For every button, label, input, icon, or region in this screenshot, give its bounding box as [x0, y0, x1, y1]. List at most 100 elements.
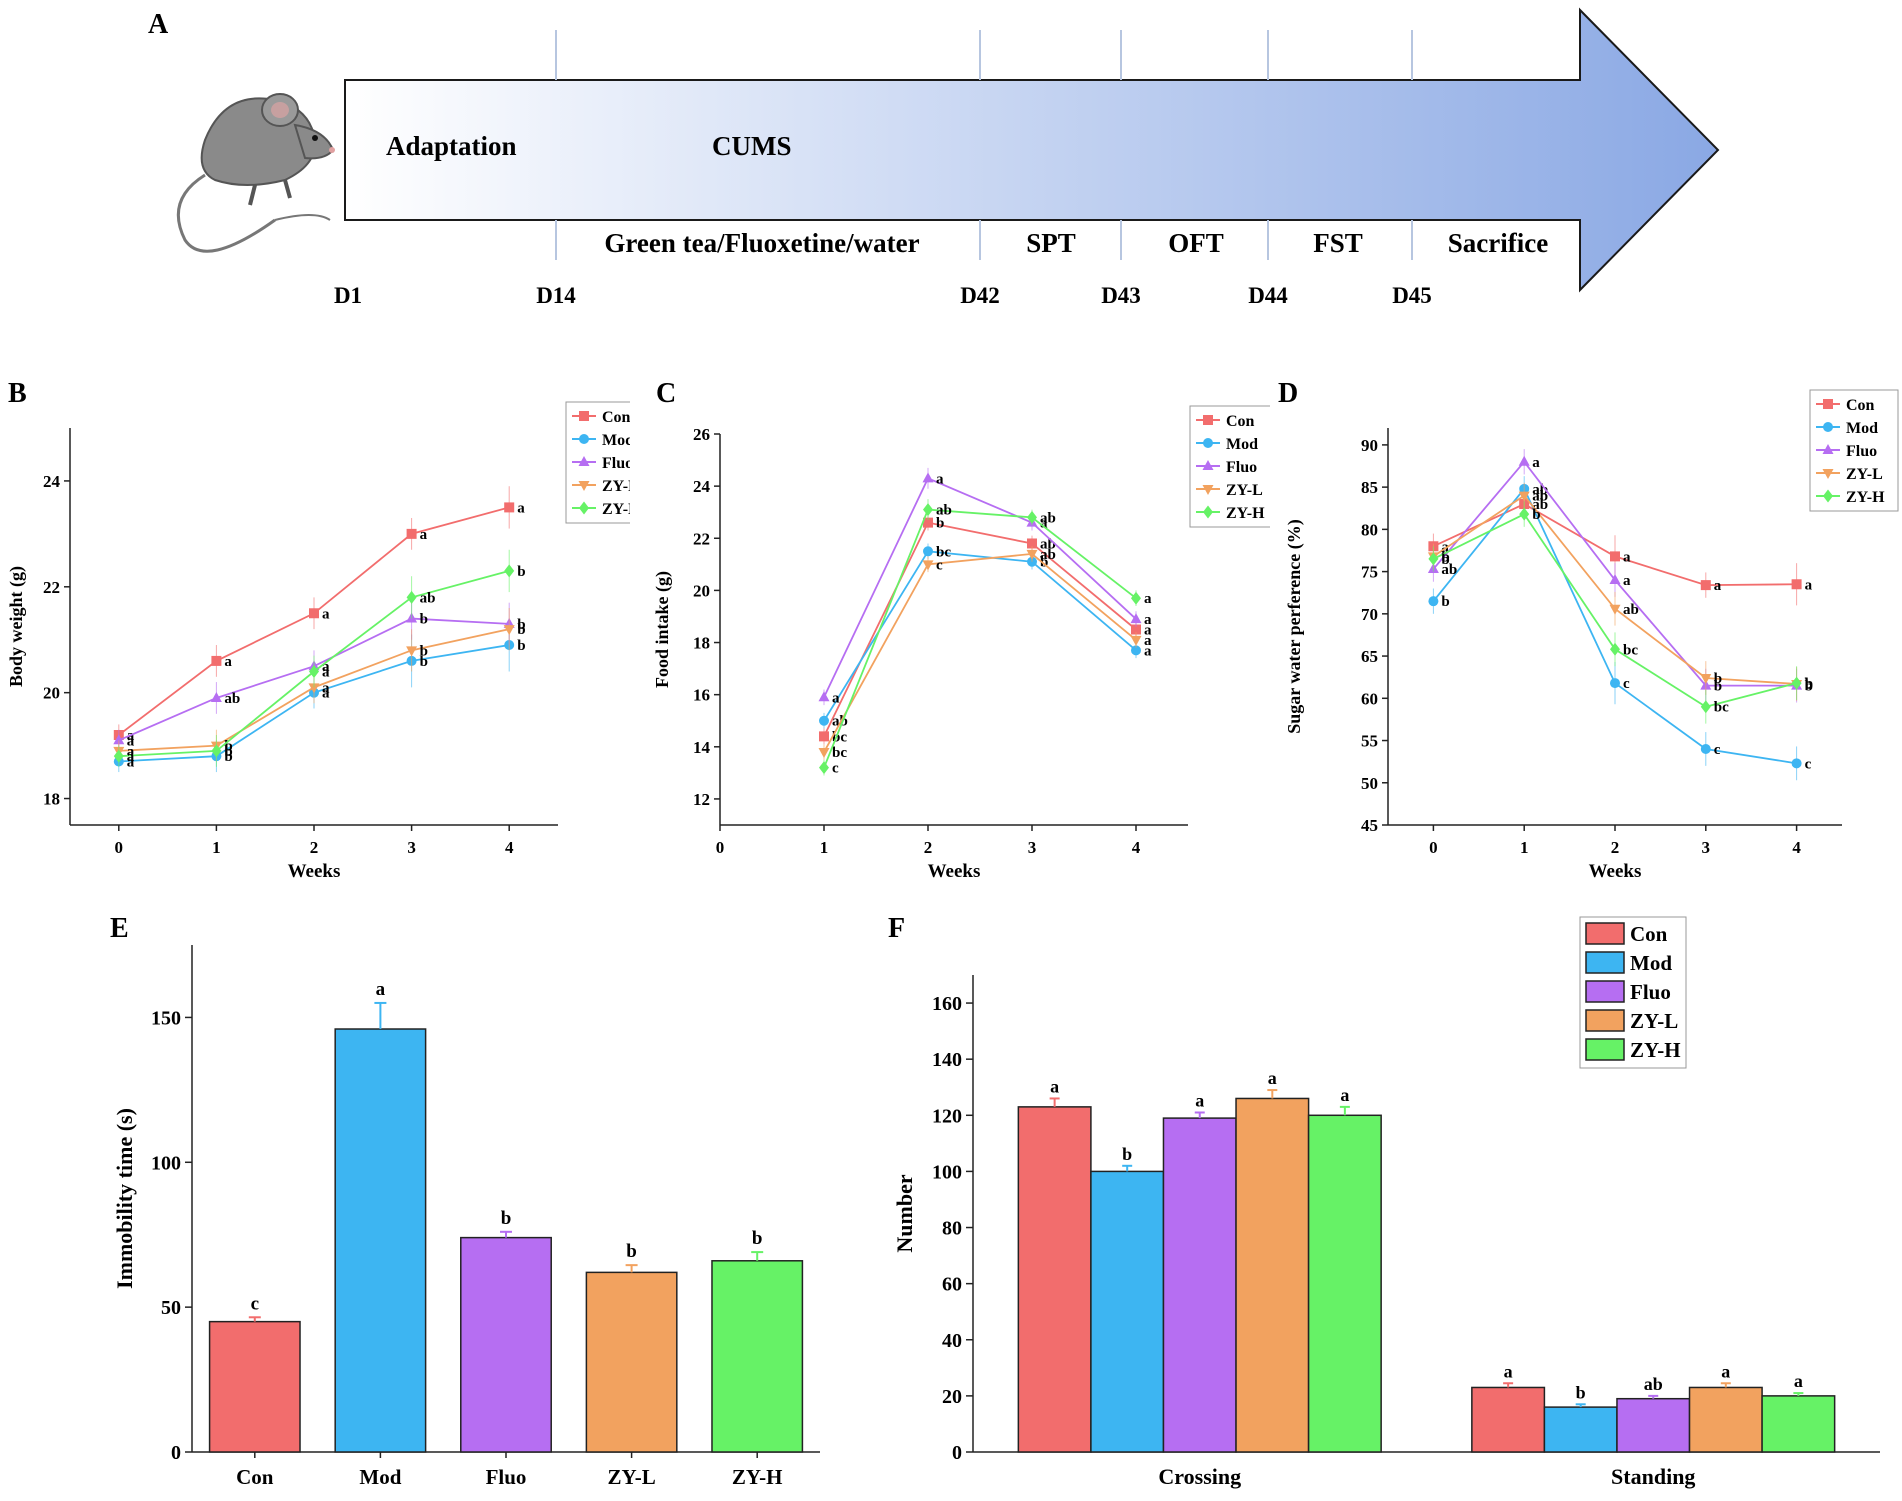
data-point-mod: [1610, 678, 1620, 689]
significance-label: ab: [1040, 547, 1056, 563]
significance-label: b: [1805, 677, 1813, 693]
x-tick-label: 0: [115, 838, 124, 857]
significance-label: a: [127, 749, 135, 765]
y-tick-label: 60: [942, 1274, 962, 1296]
significance-label: a: [1504, 1361, 1513, 1381]
data-point-con: [211, 655, 222, 666]
significance-label: b: [224, 744, 232, 760]
significance-label: ab: [420, 590, 436, 606]
panel-letter-f: F: [888, 913, 905, 944]
x-tick-label: 4: [1132, 838, 1141, 857]
x-axis-title: Weeks: [928, 861, 981, 882]
y-tick-label: 16: [693, 686, 710, 705]
data-point-fluo: [210, 691, 222, 702]
day-d43: D43: [1101, 283, 1141, 308]
data-point-zy-l: [922, 560, 934, 571]
legend-label: Mod: [602, 432, 630, 449]
legend-label: Mod: [1630, 951, 1672, 975]
y-tick-label: 55: [1361, 732, 1378, 751]
data-point-zy-l: [406, 646, 418, 657]
significance-label: a: [1144, 612, 1152, 628]
data-point-zy-l: [308, 683, 320, 694]
significance-label: b: [1714, 679, 1722, 695]
y-tick-label: 80: [942, 1218, 962, 1240]
data-point-zy-l: [1700, 674, 1712, 685]
y-axis-title: Sugar water perference (%): [1284, 519, 1305, 733]
y-tick-label: 45: [1361, 816, 1378, 835]
data-point-con: [923, 517, 933, 528]
significance-label: a: [1532, 455, 1540, 471]
data-point-zy-h: [309, 664, 319, 678]
data-point-mod: [819, 715, 829, 726]
significance-label: bc: [1714, 700, 1729, 716]
y-tick-label: 75: [1361, 563, 1378, 582]
y-tick-label: 50: [161, 1297, 181, 1319]
significance-label: a: [1441, 539, 1449, 555]
legend-label: Fluo: [1630, 980, 1671, 1004]
significance-label: c: [1714, 742, 1721, 758]
y-tick-label: 50: [1361, 774, 1378, 793]
data-point-zy-l: [1609, 604, 1621, 615]
y-tick-label: 18: [43, 790, 60, 809]
significance-label: bc: [1623, 642, 1638, 658]
legend-marker-con: [579, 411, 589, 421]
y-tick-label: 80: [1361, 520, 1378, 539]
day-d42: D42: [960, 283, 1000, 308]
series-line-mod: [1432, 487, 1797, 765]
legend-label: Fluo: [602, 455, 630, 472]
significance-label: c: [832, 761, 839, 777]
data-point-zy-h: [1610, 642, 1620, 656]
significance-label: a: [1340, 1085, 1349, 1105]
x-tick-label: Mod: [359, 1465, 401, 1489]
y-tick-label: 120: [932, 1105, 962, 1127]
data-point-fluo: [113, 734, 125, 745]
significance-label: a: [1714, 578, 1722, 594]
x-tick-label: 3: [407, 838, 416, 857]
data-point-zy-h: [504, 564, 515, 578]
y-tick-label: 150: [151, 1007, 181, 1029]
data-point-mod: [1791, 758, 1802, 769]
data-point-zy-h: [1519, 507, 1530, 521]
label-spt: SPT: [1026, 228, 1076, 258]
legend-label: ZY-H: [602, 501, 630, 518]
legend-marker-fluo: [1822, 444, 1834, 454]
significance-label: a: [1144, 591, 1152, 607]
significance-label: b: [420, 643, 428, 659]
significance-label: b: [626, 1241, 637, 1262]
data-point-fluo: [818, 691, 830, 702]
label-fst: FST: [1313, 228, 1363, 258]
data-point-zy-h: [1791, 676, 1802, 690]
data-point-mod: [1027, 556, 1037, 567]
legend-marker-fluo: [578, 456, 590, 466]
x-axis-title: Weeks: [1589, 861, 1642, 882]
bar-con: [1471, 1386, 1546, 1453]
data-point-mod: [1700, 743, 1711, 754]
significance-label: bc: [832, 745, 847, 761]
significance-label: a: [1623, 549, 1631, 565]
x-tick-label: 2: [1611, 838, 1620, 857]
significance-label: b: [1441, 549, 1449, 565]
x-tick-label: Standing: [1611, 1464, 1695, 1489]
y-tick-label: 40: [942, 1330, 962, 1352]
data-point-zy-l: [1026, 549, 1038, 560]
legend-marker-zy-h: [579, 501, 589, 515]
y-tick-label: 140: [932, 1049, 962, 1071]
panel-letter-d: D: [1278, 378, 1298, 409]
x-tick-label: 3: [1702, 838, 1711, 857]
significance-label: a: [127, 744, 135, 760]
bar-mod: [1090, 1170, 1165, 1453]
data-point-zy-h: [819, 761, 829, 775]
y-tick-label: 0: [952, 1442, 962, 1464]
legend-label: Mod: [1226, 436, 1258, 453]
x-tick-label: 0: [1429, 838, 1438, 857]
significance-label: b: [1576, 1382, 1586, 1402]
legend-swatch-zy-l: [1585, 1009, 1625, 1032]
legend-marker-zy-h: [1823, 489, 1833, 503]
significance-label: ab: [1644, 1374, 1663, 1394]
significance-label: b: [1805, 676, 1813, 692]
legend-marker-zy-h: [1203, 505, 1213, 519]
significance-label: b: [501, 1208, 512, 1229]
y-tick-label: 14: [693, 738, 711, 757]
immobility-time-chart: E 0 50 100 150 Immobility time (s) c Con a Mod b Fl…: [110, 913, 820, 1489]
y-tick-label: 20: [43, 684, 60, 703]
